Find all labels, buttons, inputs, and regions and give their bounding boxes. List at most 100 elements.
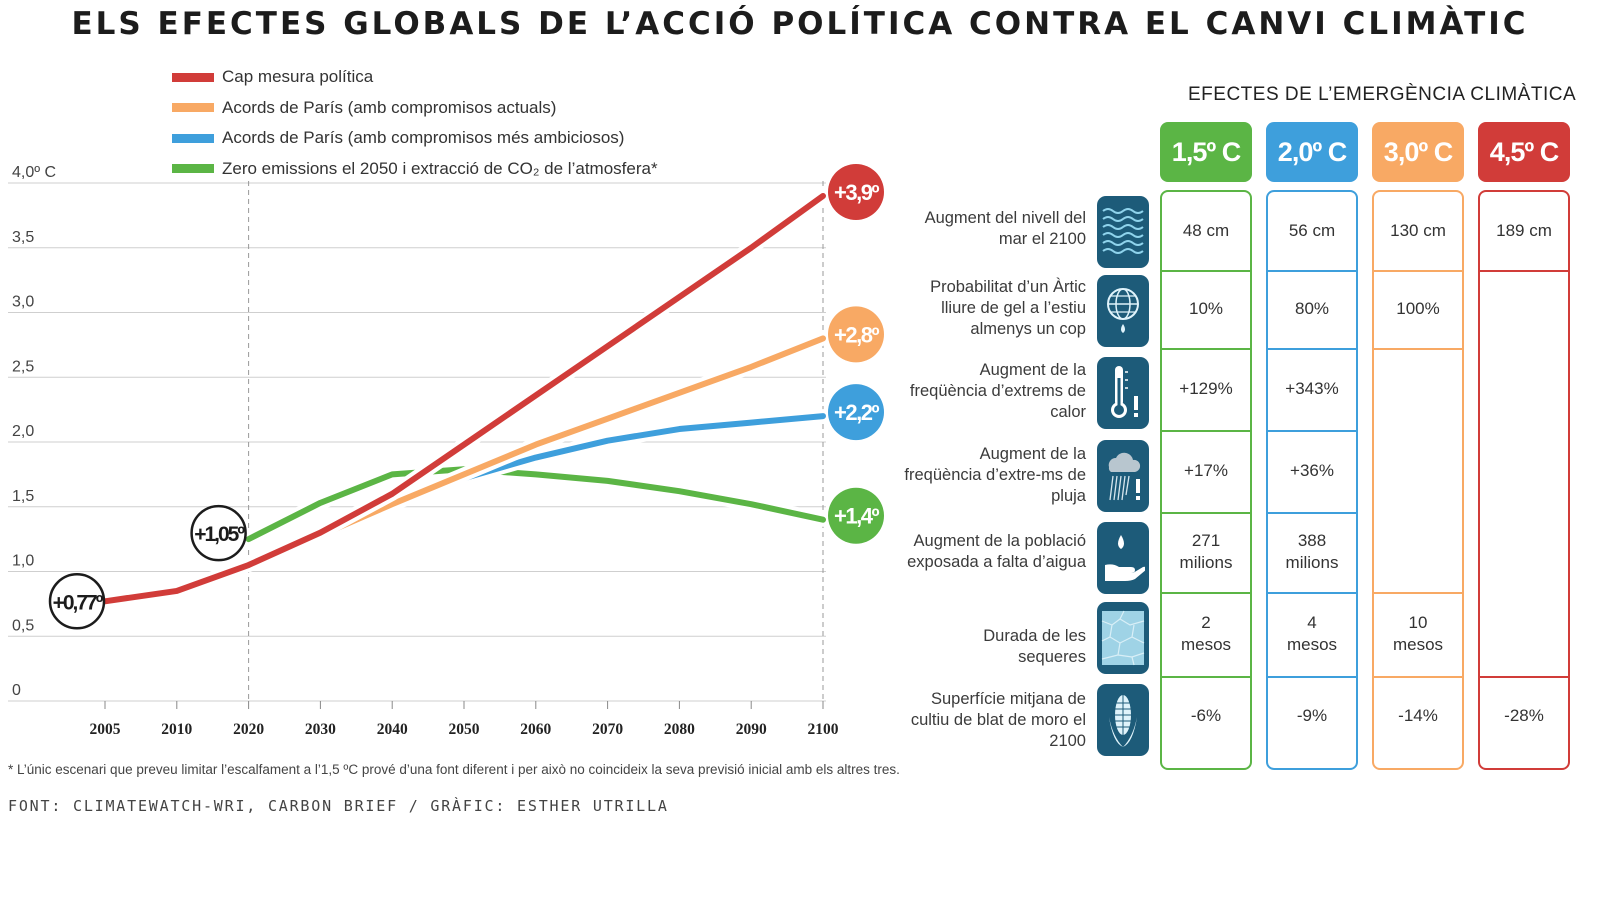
legend-swatch-red	[172, 72, 214, 82]
column-header-2-0: 2,0º C	[1266, 122, 1358, 182]
effect-cell: +17%	[1184, 460, 1228, 480]
historic-value-marker	[48, 573, 106, 630]
row-label-water-shortage: Augment de la població exposada a falta …	[907, 532, 1086, 571]
effect-cell: 130 cm	[1390, 220, 1446, 240]
historic-value-marker	[190, 504, 247, 562]
effect-cell: +343%	[1285, 378, 1339, 398]
temperature-line-chart: 0 0,5 1,0 1,5 2,0 2,5 3,0 3,5 4,0º C 2005 2010 2020…	[8, 163, 884, 738]
historic-value-label: +1,05º	[194, 523, 245, 546]
x-tick-label: 2005	[90, 721, 121, 738]
source-credit: FONT: CLIMATEWATCH-WRI, CARBON BRIEF / G…	[8, 797, 669, 815]
legend-item: Cap mesura política	[172, 62, 658, 93]
legend-label: Acords de París (amb compromisos més amb…	[222, 128, 625, 148]
effects-title: EFECTES DE L’EMERGÈNCIA CLIMÀTICA	[1188, 84, 1577, 105]
legend-label: Acords de París (amb compromisos actuals…	[222, 97, 557, 117]
cell-divider	[1162, 348, 1250, 350]
series-line	[102, 192, 826, 605]
end-value-label: +3,9º	[834, 180, 879, 205]
legend-swatch-orange	[172, 103, 214, 113]
row-label-arctic-ice: Probabilitat d’un Àrtic lliure de gel a …	[930, 278, 1086, 338]
legend-item: Acords de París (amb compromisos actuals…	[172, 93, 658, 124]
x-tick-label: 2010	[161, 721, 192, 738]
row-label-corn: Superfície mitjana de cultiu de blat de …	[910, 690, 1086, 750]
effect-cell: -9%	[1296, 705, 1328, 725]
effect-cell: 2 mesos	[1180, 612, 1232, 654]
cell-divider	[1268, 592, 1356, 594]
cell-divider	[1268, 512, 1356, 514]
x-tick-label: 2030	[305, 721, 336, 738]
cell-divider	[1162, 270, 1250, 272]
effect-cell: 388 milions	[1285, 530, 1339, 572]
legend-label: Zero emissions el 2050 i extracció de CO…	[222, 158, 658, 178]
cracked-ground-icon	[1097, 602, 1149, 674]
end-value-badge	[828, 163, 884, 220]
historic-value-label: +0,77º	[53, 591, 104, 614]
y-tick-label: 3,0	[12, 294, 34, 311]
end-value-badge	[828, 384, 884, 441]
end-value-badge	[828, 306, 884, 363]
legend-item: Zero emissions el 2050 i extracció de CO…	[172, 154, 658, 185]
y-tick-label: 3,5	[12, 229, 34, 246]
effect-cell: 189 cm	[1496, 220, 1552, 240]
cell-divider	[1162, 430, 1250, 432]
effect-cell: 80%	[1294, 298, 1330, 318]
effect-cell: -14%	[1398, 705, 1438, 725]
y-tick-label: 4,0º C	[12, 164, 56, 181]
row-label-heat-extremes: Augment de la freqüència d’extrems de ca…	[909, 361, 1086, 421]
y-tick-label: 1,5	[12, 488, 34, 505]
x-tick-label: 2050	[449, 721, 480, 738]
cell-divider	[1268, 676, 1356, 678]
cell-divider	[1374, 348, 1462, 350]
x-tick-label: 2100	[808, 721, 839, 738]
legend-label: Cap mesura política	[222, 67, 374, 87]
end-value-badge	[828, 487, 884, 544]
y-tick-label: 2,5	[12, 358, 34, 375]
y-tick-label: 1,0	[12, 553, 34, 570]
cell-divider	[1374, 592, 1462, 594]
end-value-label: +2,8º	[834, 322, 879, 347]
series-line	[245, 466, 826, 543]
effect-cell: 56 cm	[1288, 220, 1336, 240]
column-header-1-5: 1,5º C	[1160, 122, 1252, 182]
cell-divider	[1268, 270, 1356, 272]
effect-cell: 100%	[1396, 298, 1440, 318]
cell-divider	[1162, 676, 1250, 678]
effect-cell: +36%	[1290, 460, 1334, 480]
cell-divider	[1162, 512, 1250, 514]
column-header-4-5: 4,5º C	[1478, 122, 1570, 182]
rain-cloud-icon	[1097, 440, 1149, 512]
end-value-label: +2,2º	[834, 400, 879, 425]
effect-cell: 10%	[1188, 298, 1224, 318]
end-value-label: +1,4º	[834, 504, 879, 529]
infographic-title: ELS EFECTES GLOBALS DE L’ACCIÓ POLÍTICA …	[71, 6, 1529, 42]
cell-divider	[1268, 430, 1356, 432]
cell-divider	[1480, 270, 1568, 272]
footnote: * L’únic escenari que preveu limitar l’e…	[8, 762, 900, 777]
cell-divider	[1480, 676, 1568, 678]
x-tick-label: 2040	[377, 721, 408, 738]
cell-divider	[1162, 592, 1250, 594]
effect-cell: 4 mesos	[1286, 612, 1338, 654]
column-box-1-5: 48 cm 10% +129% +17% 271 milions 2 mesos…	[1160, 190, 1252, 770]
column-box-3-0: 130 cm 100% 10 mesos -14%	[1372, 190, 1464, 770]
legend-item: Acords de París (amb compromisos més amb…	[172, 123, 658, 154]
effect-cell: 271 milions	[1179, 530, 1233, 572]
row-label-rain-extremes: Augment de la freqüència d’extre-ms de p…	[904, 445, 1086, 505]
cell-divider	[1374, 270, 1462, 272]
y-tick-label: 0,5	[12, 617, 34, 634]
x-tick-label: 2080	[664, 721, 695, 738]
chart-legend: Cap mesura política Acords de París (amb…	[172, 62, 658, 184]
row-label-sea-level: Augment del nivell del mar el 2100	[924, 209, 1086, 248]
column-box-4-5: 189 cm -28%	[1478, 190, 1570, 770]
legend-swatch-blue	[172, 133, 214, 143]
thermometer-icon	[1097, 357, 1149, 429]
x-tick-label: 2070	[592, 721, 623, 738]
y-tick-label: 2,0	[12, 423, 34, 440]
effect-cell: 48 cm	[1182, 220, 1230, 240]
column-box-2-0: 56 cm 80% +343% +36% 388 milions 4 mesos…	[1266, 190, 1358, 770]
row-label-droughts: Durada de les sequeres	[983, 627, 1086, 666]
effect-cell: 10 mesos	[1392, 612, 1444, 654]
y-tick-label: 0	[12, 682, 21, 699]
x-tick-label: 2020	[233, 721, 264, 738]
x-tick-label: 2090	[736, 721, 767, 738]
